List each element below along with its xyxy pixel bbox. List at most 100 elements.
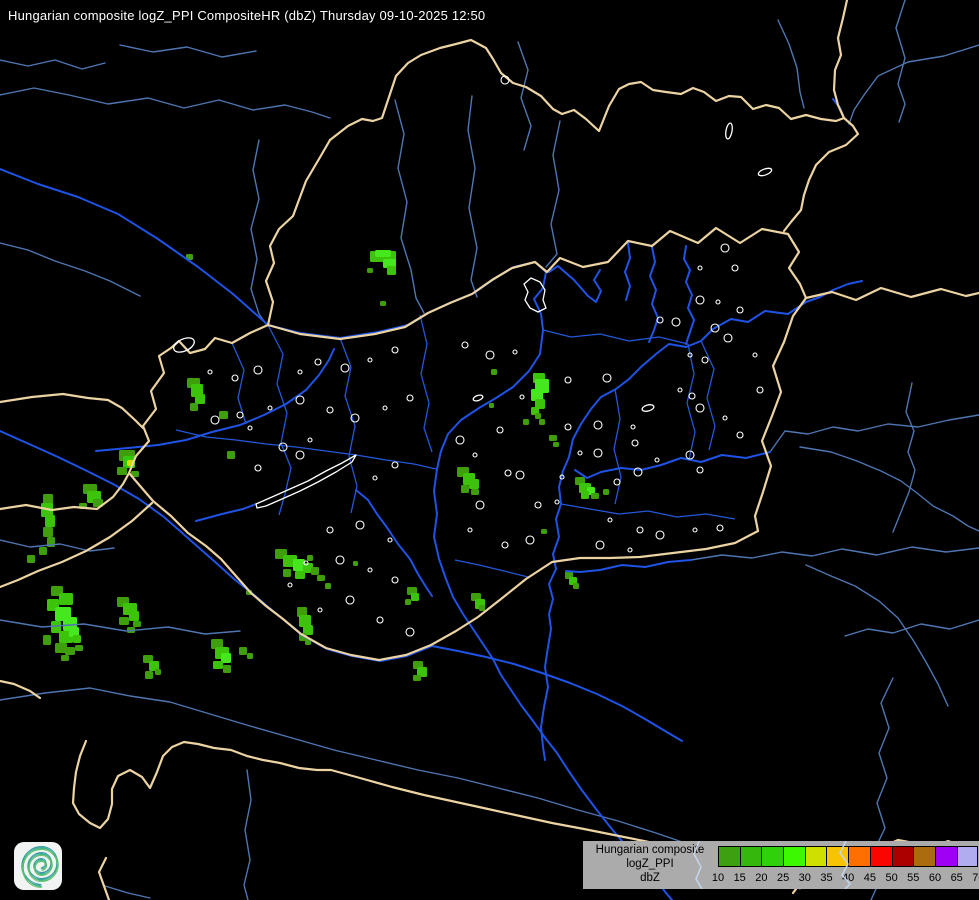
city-outline — [519, 394, 525, 400]
radar-echo-cell — [43, 635, 51, 645]
legend-tick-label: 55 — [907, 872, 920, 884]
radar-echo-cell — [43, 527, 53, 537]
city-outline — [350, 413, 360, 423]
radar-echo-cell — [75, 645, 83, 651]
radar-echo-cell — [129, 611, 139, 621]
city-outline — [756, 386, 764, 394]
legend-panel: Hungarian composite logZ_PPI dbZ 10 15 20 2… — [583, 841, 979, 889]
legend-tick-label: 45 — [863, 872, 877, 884]
radar-echo-cell — [535, 399, 545, 409]
radar-echo-cell — [195, 394, 205, 404]
city-outline — [504, 469, 512, 477]
radar-echo-cell — [591, 493, 599, 499]
radar-echo-cell — [353, 561, 358, 566]
legend-tick-label: 30 — [798, 872, 811, 884]
radar-echo-cell — [51, 621, 61, 633]
city-outline — [613, 478, 621, 486]
legend-title: Hungarian composite — [595, 844, 705, 856]
city-outline — [671, 317, 681, 327]
city-outline — [564, 376, 572, 384]
city-outline — [475, 500, 485, 510]
radar-echo-cell — [461, 485, 469, 493]
radar-echo-cell — [549, 435, 557, 441]
city-outline — [687, 352, 693, 358]
radar-echo-cell — [223, 665, 231, 673]
legend-tick-label: 65 — [950, 872, 963, 884]
legend-color-swatch — [761, 846, 784, 867]
city-outline — [253, 365, 263, 375]
city-outline — [247, 425, 253, 431]
legend-tick-label: 35 — [820, 872, 833, 884]
radar-echo-cell — [219, 411, 228, 419]
city-outline — [631, 439, 639, 447]
radar-echo-cell — [387, 266, 396, 275]
city-outline — [593, 448, 603, 458]
city-outline — [654, 457, 660, 463]
map-title: Hungarian composite logZ_PPI CompositeHR… — [8, 8, 486, 23]
legend-color-swatch — [913, 846, 935, 867]
legend-tick-label: 40 — [842, 872, 855, 884]
legend-color-swatch — [739, 846, 762, 867]
radar-echo-cell — [469, 479, 479, 489]
city-outline — [554, 499, 560, 505]
radar-echo-cell — [471, 489, 479, 495]
legend-color-swatch — [956, 846, 979, 867]
radar-echo-cell — [191, 384, 203, 397]
radar-echo-cell — [411, 593, 419, 601]
radar-echo-cell — [581, 491, 589, 499]
city-outline — [287, 582, 293, 588]
legend-color-swatch — [783, 846, 805, 867]
radar-echo-cell — [133, 621, 141, 627]
cities-layer — [207, 75, 764, 637]
city-outline — [710, 323, 720, 333]
mura-river — [0, 430, 254, 595]
legend-color-swatch — [718, 846, 740, 867]
radar-echo-cell — [413, 675, 421, 681]
lakes-layer — [173, 122, 773, 509]
legend-text: Hungarian composite logZ_PPI dbZ — [583, 843, 717, 885]
radar-echo-cell — [535, 413, 541, 419]
radar-echo-cell — [247, 653, 253, 659]
legend-tick-label: 10 — [711, 872, 725, 884]
radar-echo-cell — [39, 547, 47, 555]
radar-echo-cell — [325, 583, 331, 589]
radar-echo-cell — [380, 301, 386, 306]
city-outline — [210, 415, 220, 425]
city-outline — [391, 346, 399, 354]
radar-echo-cell — [523, 419, 529, 425]
city-outline — [602, 373, 612, 383]
radar-echo-cell — [297, 607, 307, 617]
radar-echo-cell — [145, 671, 153, 679]
legend-unit: dbZ — [640, 872, 660, 884]
city-outline — [630, 424, 636, 430]
radar-echo-cell — [295, 571, 305, 579]
radar-echo-cell — [213, 661, 223, 669]
radar-echo-cell — [45, 515, 55, 527]
legend-colorbar — [718, 846, 979, 867]
met-logo — [14, 842, 62, 890]
radar-echo-cell — [417, 667, 427, 677]
radar-echo-cell — [573, 583, 579, 589]
radar-echo-cell — [55, 643, 67, 653]
city-outline — [391, 576, 399, 584]
city-outline — [515, 470, 525, 480]
city-outline — [564, 423, 572, 431]
city-outline — [627, 547, 633, 553]
city-outline — [326, 406, 334, 414]
radar-echo-cell — [73, 635, 81, 643]
radar-echo-cell — [405, 599, 411, 605]
radar-echo-cell — [65, 647, 75, 655]
legend-tick-label: 70 — [972, 872, 979, 884]
radar-echo-cell — [367, 268, 373, 273]
radar-echo-cell — [553, 442, 559, 447]
radar-echo-cell — [293, 559, 305, 571]
city-outline — [752, 352, 758, 358]
city-outline — [559, 474, 565, 480]
city-outline — [736, 431, 744, 439]
city-outline — [314, 358, 322, 366]
city-outline — [636, 526, 644, 534]
radar-echo-cell — [190, 403, 198, 411]
city-outline — [254, 464, 262, 472]
